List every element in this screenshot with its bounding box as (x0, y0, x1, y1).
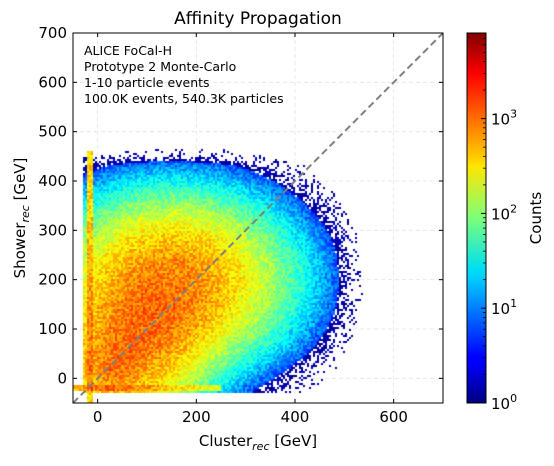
colorbar-tick-exp: 0 (510, 392, 517, 405)
annotation-line: ALICE FoCal-H (84, 43, 172, 58)
x-axis-ticks: 0 200 400 600 (93, 33, 408, 426)
y-tick-label: 700 (38, 24, 67, 42)
x-axis-label-sub: rec (252, 440, 269, 453)
y-axis-ticks: 0 100 200 300 400 500 600 700 (38, 24, 443, 387)
y-axis-label: Showerrec [GeV] (11, 158, 32, 279)
y-tick-label: 0 (57, 369, 67, 387)
colorbar-tick-label: 102 (491, 202, 517, 223)
x-tick-label: 0 (93, 408, 103, 426)
y-tick-label: 300 (38, 221, 67, 239)
y-axis-label-unit: [GeV] (11, 158, 29, 206)
x-axis-label-unit: [GeV] (270, 432, 318, 450)
chart-title: Affinity Propagation (174, 9, 342, 29)
y-tick-label: 500 (38, 123, 67, 141)
colorbar-tick-base: 10 (491, 111, 510, 129)
colorbar-tick-base: 10 (491, 395, 510, 413)
colorbar-tick-label: 103 (491, 108, 517, 129)
colorbar-tick-base: 10 (491, 205, 510, 223)
x-axis-label: Clusterrec [GeV] (199, 432, 317, 453)
x-tick-label: 200 (182, 408, 211, 426)
plot-frame (72, 32, 444, 404)
y-tick-label: 400 (38, 172, 67, 190)
x-axis-label-main: Cluster (199, 432, 253, 450)
x-tick-label: 600 (379, 408, 408, 426)
x-tick-label: 400 (281, 408, 310, 426)
y-axis-label-sub: rec (19, 205, 32, 222)
colorbar-tick-label: 100 (491, 392, 517, 413)
y-tick-label: 600 (38, 73, 67, 91)
colorbar-label: Counts (527, 192, 545, 245)
y-axis-label-main: Shower (11, 222, 29, 279)
annotation-line: 100.0K events, 540.3K particles (84, 91, 284, 106)
colorbar-tick-exp: 2 (510, 202, 517, 215)
annotation-line: 1-10 particle events (84, 75, 210, 90)
heatmap-image (73, 33, 443, 403)
colorbar-tick-base: 10 (491, 300, 510, 318)
annotation-line: Prototype 2 Monte-Carlo (84, 59, 236, 74)
colorbar-tick-exp: 1 (510, 297, 517, 310)
y-tick-label: 200 (38, 271, 67, 289)
colorbar-tick-label: 101 (491, 297, 517, 318)
annotation-block: ALICE FoCal-H Prototype 2 Monte-Carlo 1-10… (84, 43, 284, 106)
colorbar-tick-exp: 3 (510, 108, 517, 121)
heatmap-cells (73, 33, 443, 403)
y-tick-label: 100 (38, 320, 67, 338)
